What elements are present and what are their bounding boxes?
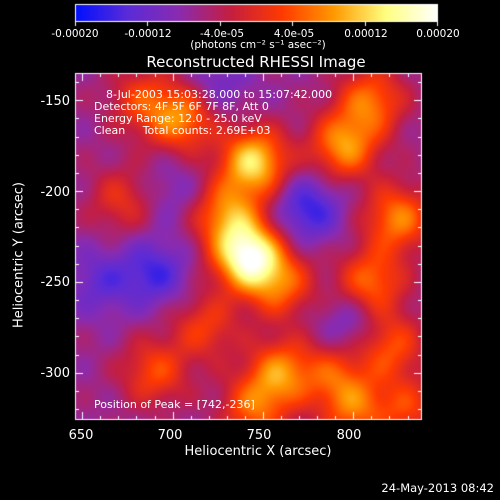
image-title: Reconstructed RHESSI Image	[146, 53, 366, 71]
colorbar-tick: -4.0e-05	[199, 28, 245, 40]
info-energy-range: Energy Range: 12.0 - 25.0 keV	[94, 112, 262, 125]
colorbar-tick: -0.00020	[51, 28, 99, 40]
info-clean-counts: Clean Total counts: 2.69E+03	[94, 124, 271, 137]
x-tick-label: 800	[336, 428, 362, 443]
colorbar-tick: 4.0e-05	[273, 28, 315, 40]
x-tick-label: 700	[157, 428, 183, 443]
colorbar-units: (photons cm⁻² s⁻¹ asec⁻²)	[190, 39, 326, 51]
footer-timestamp: 24-May-2013 08:42	[381, 481, 494, 495]
y-tick-label: -300	[40, 366, 70, 381]
colorbar-tick: 0.00012	[344, 28, 388, 40]
y-tick-label: -150	[40, 94, 70, 109]
x-tick-label: 650	[68, 428, 94, 443]
info-detectors: Detectors: 4F 5F 6F 7F 8F, Att 0	[94, 100, 269, 113]
peak-position: Position of Peak = [742,-236]	[94, 398, 255, 411]
info-time-range: 8-Jul-2003 15:03:28.000 to 15:07:42.000	[106, 88, 333, 101]
y-tick-label: -250	[40, 275, 70, 290]
colorbar-tick: 0.00020	[416, 28, 460, 40]
y-tick-label: -200	[40, 185, 70, 200]
x-axis-label: Heliocentric X (arcsec)	[184, 444, 332, 459]
y-axis-label: Heliocentric Y (arcsec)	[11, 182, 27, 328]
colorbar-tick: -0.00012	[124, 28, 172, 40]
x-tick-label: 750	[246, 428, 272, 443]
